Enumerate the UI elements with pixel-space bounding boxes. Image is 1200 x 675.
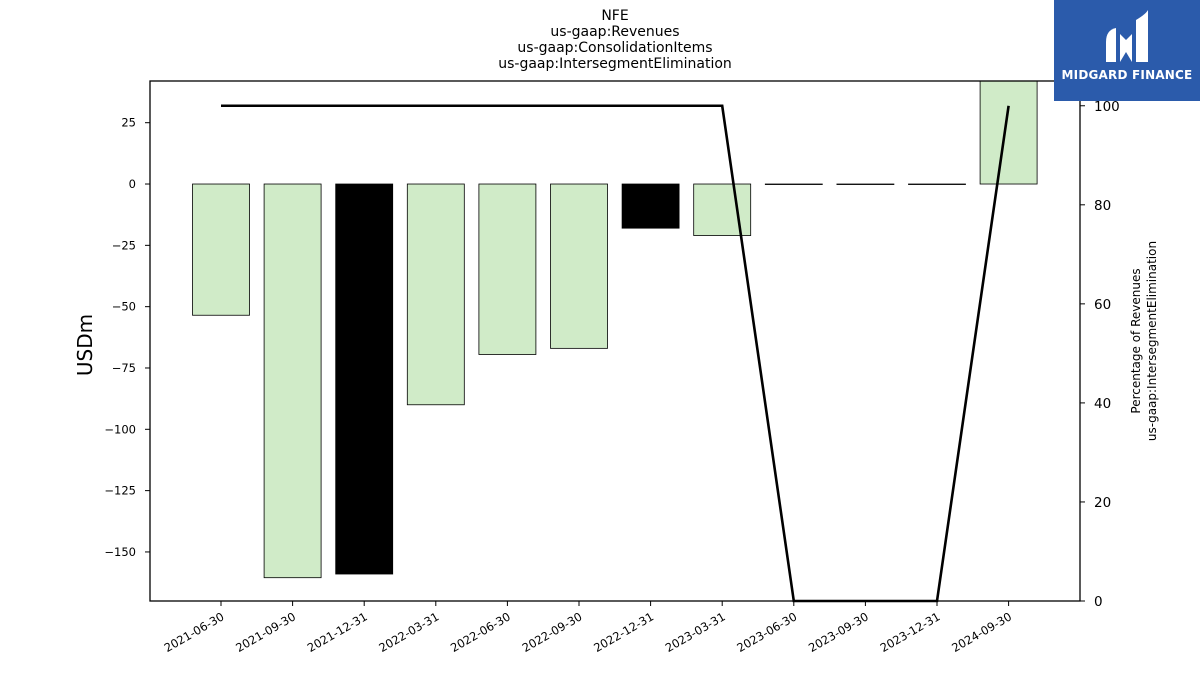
x-tick-label: 2023-12-31 bbox=[878, 609, 943, 655]
x-tick-label: 2022-09-30 bbox=[520, 609, 585, 655]
y2-tick-label: 20 bbox=[1094, 495, 1111, 511]
bar bbox=[406, 183, 465, 406]
bar bbox=[908, 183, 966, 185]
bar bbox=[621, 183, 680, 229]
chart-title-line: us-gaap:ConsolidationItems bbox=[517, 40, 713, 56]
y-axis-label: USDm bbox=[73, 314, 97, 376]
y-tick-label: −125 bbox=[104, 484, 136, 498]
y-tick-label: −25 bbox=[112, 238, 136, 252]
x-tick-label: 2021-12-31 bbox=[305, 609, 370, 655]
logo-mark-icon bbox=[1106, 10, 1148, 62]
x-tick-label: 2023-03-31 bbox=[663, 609, 728, 655]
y-tick-label: −150 bbox=[104, 545, 136, 559]
x-tick-label: 2022-12-31 bbox=[591, 609, 656, 655]
x-tick-label: 2024-09-30 bbox=[949, 609, 1014, 655]
y-tick-label: −100 bbox=[104, 422, 136, 436]
y-tick-label: 25 bbox=[121, 116, 136, 130]
x-tick-label: 2021-06-30 bbox=[162, 609, 227, 655]
bar bbox=[263, 183, 322, 579]
y2-tick-label: 80 bbox=[1094, 198, 1111, 214]
y2-axis-label: Percentage of Revenues bbox=[1129, 268, 1143, 413]
bar bbox=[836, 183, 895, 185]
y2-tick-label: 0 bbox=[1094, 594, 1103, 610]
bar bbox=[764, 183, 823, 185]
plot-frame bbox=[149, 80, 1081, 602]
logo-text: MIDGARD FINANCE bbox=[1061, 68, 1193, 82]
y-tick-label: −75 bbox=[112, 361, 136, 375]
x-tick-label: 2022-03-31 bbox=[376, 609, 441, 655]
bar bbox=[478, 183, 537, 355]
y2-tick-label: 100 bbox=[1094, 99, 1120, 115]
chart-title-line: NFE bbox=[601, 8, 629, 24]
x-tick-label: 2022-06-30 bbox=[448, 609, 513, 655]
bar bbox=[192, 183, 250, 316]
bar bbox=[979, 81, 1038, 185]
y2-axis-label: us-gaap:IntersegmentElimination bbox=[1145, 241, 1159, 441]
bar bbox=[693, 183, 752, 236]
chart-title-line: us-gaap:IntersegmentElimination bbox=[498, 56, 732, 72]
x-tick-label: 2021-09-30 bbox=[233, 609, 298, 655]
x-tick-label: 2023-06-30 bbox=[734, 609, 799, 655]
bar bbox=[335, 183, 394, 575]
y-tick-label: 0 bbox=[129, 177, 136, 191]
bar bbox=[550, 183, 608, 349]
chart-title-line: us-gaap:Revenues bbox=[550, 24, 680, 40]
x-tick-label: 2023-09-30 bbox=[806, 609, 871, 655]
y-tick-label: −50 bbox=[112, 300, 136, 314]
bar-group bbox=[192, 81, 1038, 579]
y2-tick-label: 40 bbox=[1094, 396, 1111, 412]
y2-tick-label: 60 bbox=[1094, 297, 1111, 313]
logo: MIDGARD FINANCE bbox=[1054, 0, 1200, 101]
